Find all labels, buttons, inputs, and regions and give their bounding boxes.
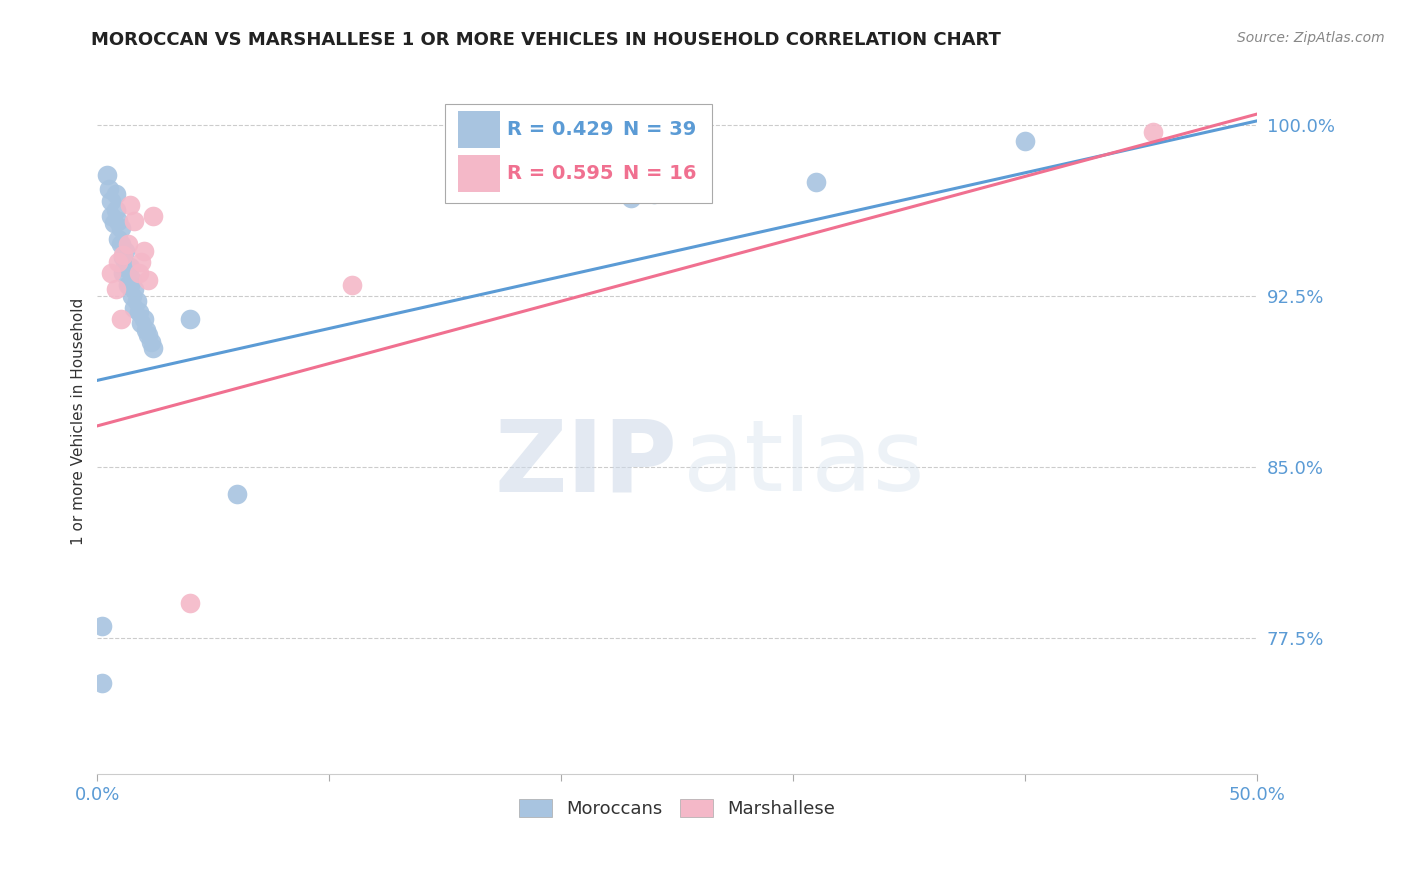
Point [103,216,125,230]
Point [114,260,136,274]
Point [104,202,127,217]
Point [142,342,165,356]
Point [117,277,139,292]
Point [124,214,146,228]
Point [111,266,134,280]
Text: Source: ZipAtlas.com: Source: ZipAtlas.com [1237,31,1385,45]
Point [132,244,155,258]
Point [117,236,139,251]
Point [110,236,132,251]
Point [121,289,143,303]
Point [91,619,114,633]
Point [132,312,155,326]
Point [128,305,150,319]
Point [142,210,165,224]
Point [104,186,127,201]
Point [179,312,201,326]
Point [179,596,201,610]
Point [124,301,146,315]
Y-axis label: 1 or more Vehicles in Household: 1 or more Vehicles in Household [72,298,86,545]
Point [225,487,247,501]
Point [100,210,122,224]
Point [1014,134,1036,148]
Point [128,266,150,280]
Point [124,282,146,296]
Point [139,334,162,349]
Point [138,327,160,342]
Point [806,175,828,189]
Text: MOROCCAN VS MARSHALLESE 1 OR MORE VEHICLES IN HOUSEHOLD CORRELATION CHART: MOROCCAN VS MARSHALLESE 1 OR MORE VEHICL… [91,31,1001,49]
Point [96,169,118,183]
Point [118,198,141,212]
Point [91,676,114,690]
Point [97,182,120,196]
FancyBboxPatch shape [458,111,499,147]
Point [620,191,643,205]
Text: R = 0.429: R = 0.429 [506,120,613,139]
Point [135,323,157,337]
Text: ZIP: ZIP [495,415,678,512]
Point [114,244,136,258]
Point [118,277,141,292]
Text: N = 16: N = 16 [623,164,696,183]
Legend: Moroccans, Marshallese: Moroccans, Marshallese [512,791,842,825]
Point [111,248,134,262]
Point [131,317,153,331]
Point [100,266,122,280]
Point [100,194,122,208]
Point [121,273,143,287]
Point [107,214,129,228]
Point [110,220,132,235]
Point [125,293,148,308]
Point [131,255,153,269]
Point [117,261,139,276]
Point [104,282,127,296]
Text: atlas: atlas [683,415,925,512]
FancyBboxPatch shape [446,103,711,202]
Point [118,260,141,274]
Text: R = 0.595: R = 0.595 [506,164,613,183]
Point [110,312,132,326]
Point [107,232,129,246]
FancyBboxPatch shape [458,155,499,192]
Point [138,273,160,287]
Point [643,186,665,201]
Point [342,277,364,292]
Point [111,251,134,265]
Point [1142,125,1164,139]
Text: N = 39: N = 39 [623,120,696,139]
Point [107,255,129,269]
